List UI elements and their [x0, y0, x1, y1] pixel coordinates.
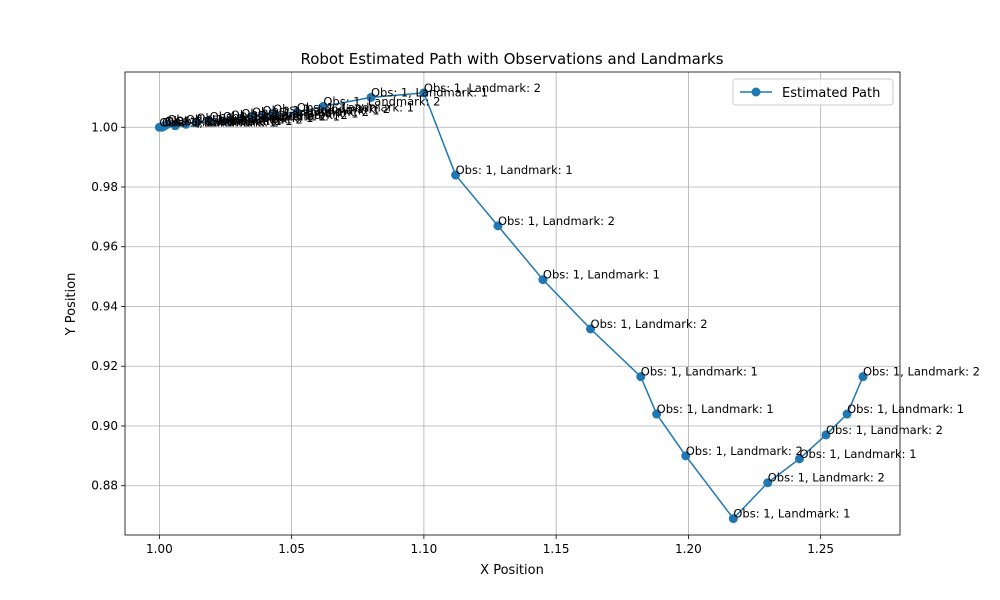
- data-point: [763, 478, 773, 488]
- point-annotation: Obs: 1, Landmark: 2: [167, 112, 284, 126]
- point-annotation: Obs: 1, Landmark: 1: [641, 365, 758, 379]
- data-point: [821, 430, 831, 440]
- x-tick-label: 1.10: [411, 542, 438, 556]
- point-annotation: Obs: 1, Landmark: 2: [162, 115, 279, 129]
- y-tick-label: 0.92: [91, 359, 118, 373]
- data-point: [268, 109, 278, 119]
- data-point: [181, 119, 191, 129]
- point-annotation: Obs: 1, Landmark: 1: [196, 111, 313, 125]
- point-annotation: Obs: 1, Landmark: 1: [241, 106, 358, 120]
- data-point: [318, 101, 328, 111]
- data-point: [794, 454, 804, 464]
- point-annotation: Obs: 1, Landmark: 2: [273, 102, 390, 116]
- legend-marker: [751, 87, 761, 97]
- x-tick-label: 1.15: [543, 542, 570, 556]
- point-annotation: Obs: 1, Landmark: 2: [252, 105, 369, 119]
- data-point: [493, 221, 503, 231]
- point-annotation: Obs: 1, Landmark: 1: [657, 402, 774, 416]
- point-annotation: Obs: 1, Landmark: 2: [323, 94, 440, 108]
- x-axis-label: X Position: [480, 563, 544, 578]
- data-point: [842, 409, 852, 419]
- point-annotation: Obs: 1, Landmark: 1: [223, 109, 340, 123]
- data-point: [292, 107, 302, 117]
- data-point: [586, 324, 596, 334]
- point-annotation: Obs: 1, Landmark: 2: [768, 471, 885, 485]
- data-point: [218, 116, 228, 126]
- point-annotation: Obs: 1, Landmark: 1: [297, 100, 414, 114]
- point-annotation: Obs: 1, Landmark: 1: [175, 114, 292, 128]
- point-annotation: Obs: 1, Landmark: 1: [371, 85, 488, 99]
- y-tick-label: 0.94: [91, 299, 118, 313]
- data-point: [451, 170, 461, 180]
- legend-box: [732, 78, 894, 106]
- data-point: [191, 118, 201, 128]
- x-tick-label: 1.25: [807, 542, 834, 556]
- data-point: [636, 372, 646, 382]
- x-tick-label: 1.00: [146, 542, 173, 556]
- tick-layer: 1.00 1.05 1.10 1.15 1.20 1.25 0.88 0.90 0.92 0.94…: [91, 120, 834, 556]
- point-annotation: Obs: 1, Landmark: 2: [424, 81, 541, 95]
- data-point: [170, 121, 180, 131]
- y-tick-label: 0.96: [91, 240, 118, 254]
- point-annotation: Obs: 1, Landmark: 2: [686, 444, 803, 458]
- data-point: [538, 275, 548, 285]
- chart-title: Robot Estimated Path with Observations a…: [300, 50, 723, 68]
- legend: Estimated Path: [732, 78, 894, 106]
- point-annotation: Obs: 1, Landmark: 1: [159, 115, 276, 129]
- point-annotation: Obs: 1, Landmark: 2: [210, 109, 327, 123]
- point-annotation: Obs: 1, Landmark: 1: [733, 507, 850, 521]
- series-layer: [154, 88, 868, 524]
- point-annotation: Obs: 1, Landmark: 2: [591, 317, 708, 331]
- y-tick-label: 0.98: [91, 180, 118, 194]
- point-annotation: Obs: 1, Landmark: 1: [263, 103, 380, 117]
- data-point: [162, 119, 172, 129]
- point-annotation: Obs: 1, Landmark: 1: [165, 114, 282, 128]
- data-point: [205, 116, 215, 126]
- data-point: [247, 112, 257, 122]
- point-annotation: Obs: 1, Landmark: 1: [456, 163, 573, 177]
- data-point: [366, 92, 376, 102]
- y-tick-label: 0.90: [91, 419, 118, 433]
- point-annotation: Obs: 1, Landmark: 2: [231, 108, 348, 122]
- point-annotation: Obs: 1, Landmark: 2: [863, 365, 980, 379]
- plot-frame: [124, 71, 901, 536]
- data-point: [236, 113, 246, 123]
- data-point: [652, 409, 662, 419]
- data-point: [858, 372, 868, 382]
- point-annotation: Obs: 1, Landmark: 2: [498, 214, 615, 228]
- point-annotation: Obs: 1, Landmark: 1: [799, 447, 916, 461]
- x-tick-label: 1.05: [278, 542, 305, 556]
- y-tick-label: 1.00: [91, 120, 118, 134]
- point-annotation: Obs: 1, Landmark: 2: [186, 112, 303, 126]
- point-annotation: Obs: 1, Landmark: 2: [826, 423, 943, 437]
- data-point: [258, 110, 268, 120]
- point-annotation: Obs: 1, Landmark: 1: [543, 268, 660, 282]
- point-annotation: Obs: 1, Landmark: 1: [847, 402, 964, 416]
- y-tick-label: 0.88: [91, 479, 118, 493]
- data-point: [681, 451, 691, 461]
- legend-label: Estimated Path: [782, 86, 880, 101]
- data-point: [728, 514, 738, 524]
- data-point: [419, 88, 429, 98]
- data-point: [226, 115, 236, 125]
- x-tick-label: 1.20: [675, 542, 702, 556]
- y-axis-label: Y Position: [64, 273, 79, 337]
